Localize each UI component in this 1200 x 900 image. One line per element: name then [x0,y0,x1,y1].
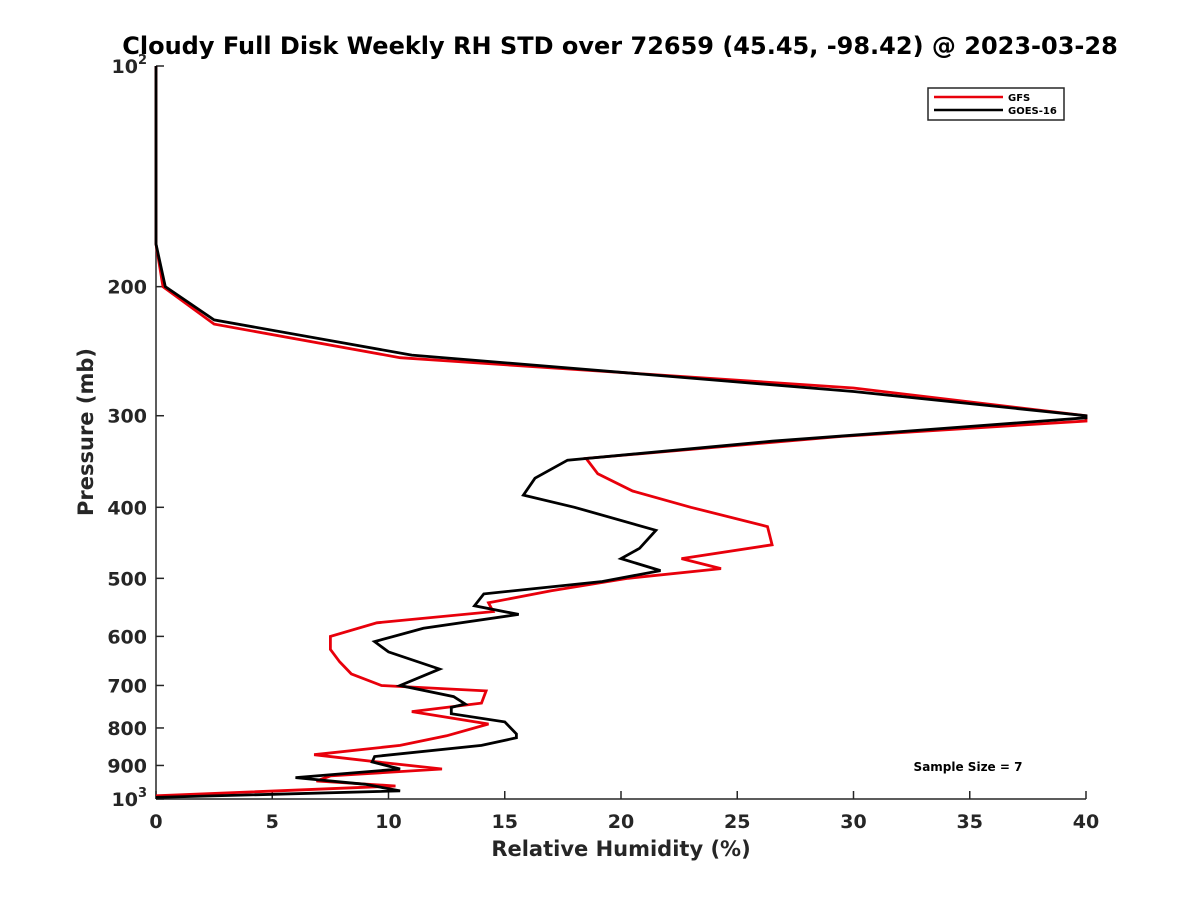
y-axis-label: Pressure (mb) [74,348,98,516]
sample-size-annotation: Sample Size = 7 [914,760,1023,774]
x-axis-label: Relative Humidity (%) [491,837,750,861]
y-tick-label: 800 [107,718,147,740]
x-tick-label: 0 [149,811,162,833]
y-tick-label: 103 [112,786,148,811]
legend-label-gfs: GFS [1008,93,1030,104]
x-tick-label: 20 [608,811,634,833]
y-tick-exponent: 2 [138,53,147,68]
legend-label-goes-16: GOES-16 [1008,106,1057,117]
y-tick-label: 900 [107,755,147,777]
chart-title: Cloudy Full Disk Weekly RH STD over 7265… [122,32,1118,60]
x-tick-label: 25 [724,811,750,833]
y-tick-exponent: 3 [138,786,147,801]
axes [155,66,1086,800]
y-tick-label: 400 [107,497,147,519]
series-line-goes-16 [154,66,1088,799]
x-ticks: 0 5 10 15 20 25 30 35 40 [149,791,1099,833]
y-tick-label: 300 [107,406,147,428]
y-tick-label: 600 [107,626,147,648]
y-tick-base: 10 [112,789,138,811]
y-tick-label: 700 [107,675,147,697]
x-tick-label: 40 [1073,811,1099,833]
x-tick-label: 10 [375,811,401,833]
legend-box [927,87,1065,121]
x-tick-label: 15 [492,811,518,833]
x-tick-label: 5 [266,811,279,833]
y-tick-label: 200 [107,277,147,299]
x-tick-label: 30 [840,811,866,833]
x-tick-label: 35 [957,811,983,833]
y-tick-label: 500 [107,568,147,590]
series-lines [154,66,1088,799]
y-tick-label: 102 [112,53,148,78]
series-line-gfs [154,66,1088,798]
y-tick-base: 10 [112,56,138,78]
legend: GFS GOES-16 [927,87,1065,121]
